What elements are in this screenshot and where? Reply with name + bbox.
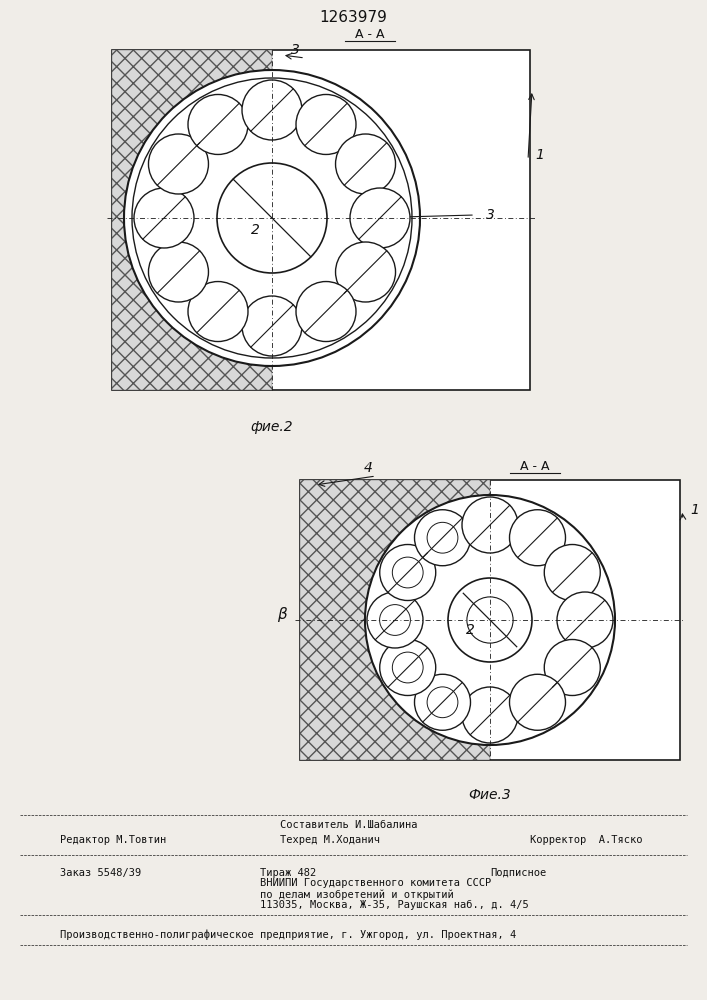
Text: Производственно-полиграфическое предприятие, г. Ужгород, ул. Проектная, 4: Производственно-полиграфическое предприя… xyxy=(60,930,516,940)
Text: 3: 3 xyxy=(291,43,300,57)
Text: Тираж 482: Тираж 482 xyxy=(260,868,316,878)
Text: 4: 4 xyxy=(363,461,373,475)
Circle shape xyxy=(336,134,395,194)
Circle shape xyxy=(557,592,613,648)
Circle shape xyxy=(510,674,566,730)
Circle shape xyxy=(510,510,566,566)
Circle shape xyxy=(242,80,302,140)
Text: по делам изобретений и открытий: по делам изобретений и открытий xyxy=(260,889,454,900)
Text: Заказ 5548/39: Заказ 5548/39 xyxy=(60,868,141,878)
Circle shape xyxy=(188,94,248,154)
Circle shape xyxy=(392,652,423,683)
Circle shape xyxy=(427,522,458,553)
Text: 2: 2 xyxy=(250,223,259,237)
Circle shape xyxy=(427,687,458,718)
Text: ВНИИПИ Государственного комитета СССР: ВНИИПИ Государственного комитета СССР xyxy=(260,878,491,888)
Text: Составитель И.Шабалина: Составитель И.Шабалина xyxy=(280,820,418,830)
Text: β: β xyxy=(277,607,287,622)
Circle shape xyxy=(242,296,302,356)
Circle shape xyxy=(544,640,600,696)
Bar xyxy=(300,480,490,760)
Text: 113035, Москва, Ж-35, Раушская наб., д. 4/5: 113035, Москва, Ж-35, Раушская наб., д. … xyxy=(260,900,529,910)
Text: Фие.3: Фие.3 xyxy=(469,788,511,802)
Text: Редактор М.Товтин: Редактор М.Товтин xyxy=(60,835,166,845)
Circle shape xyxy=(148,134,209,194)
Text: Корректор  А.Тяско: Корректор А.Тяско xyxy=(530,835,643,845)
Text: 3: 3 xyxy=(486,208,494,222)
Circle shape xyxy=(148,242,209,302)
Circle shape xyxy=(414,674,470,730)
Text: 1: 1 xyxy=(536,148,544,162)
Circle shape xyxy=(188,282,248,342)
Circle shape xyxy=(392,557,423,588)
Bar xyxy=(112,50,272,390)
Text: А - А: А - А xyxy=(355,28,385,41)
Circle shape xyxy=(367,592,423,648)
Circle shape xyxy=(380,544,436,600)
Text: 1: 1 xyxy=(691,503,699,517)
Circle shape xyxy=(350,188,410,248)
Text: 1263979: 1263979 xyxy=(320,10,387,25)
Circle shape xyxy=(296,282,356,342)
Circle shape xyxy=(134,188,194,248)
Circle shape xyxy=(296,94,356,154)
Circle shape xyxy=(365,495,615,745)
Text: А - А: А - А xyxy=(520,460,550,474)
Text: фие.2: фие.2 xyxy=(251,420,293,434)
Text: 2: 2 xyxy=(466,623,474,637)
Text: Техред М.Ходанич: Техред М.Ходанич xyxy=(280,835,380,845)
Circle shape xyxy=(467,597,513,643)
Circle shape xyxy=(462,687,518,743)
Circle shape xyxy=(544,544,600,600)
Bar xyxy=(300,480,680,760)
Circle shape xyxy=(124,70,420,366)
Circle shape xyxy=(217,163,327,273)
Circle shape xyxy=(380,605,410,635)
Bar xyxy=(112,50,530,390)
Circle shape xyxy=(336,242,395,302)
Circle shape xyxy=(462,497,518,553)
Circle shape xyxy=(414,510,470,566)
Circle shape xyxy=(380,640,436,696)
Circle shape xyxy=(448,578,532,662)
Text: Подписное: Подписное xyxy=(490,868,547,878)
